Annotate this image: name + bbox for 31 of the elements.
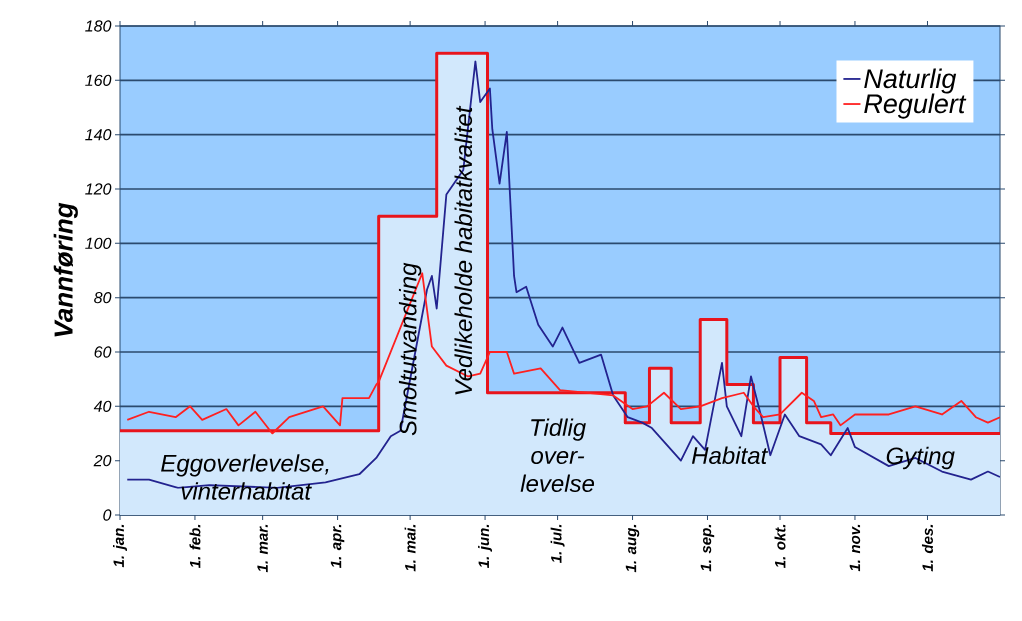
x-tick-label: 1. nov. xyxy=(849,524,861,572)
x-tick-label: 1. sep. xyxy=(700,524,715,572)
y-tick-label: 160 xyxy=(85,74,112,86)
annotation: Tidlig over-levelse xyxy=(520,418,595,493)
x-tick-label: 1. jul. xyxy=(550,524,565,564)
annotation: Vedlikeholde habitatkvalitet xyxy=(454,105,473,395)
y-tick-label: 0 xyxy=(103,509,112,521)
x-tick-label: 1. des. xyxy=(921,524,933,572)
annotation: Gyting xyxy=(886,446,955,470)
x-tick-label: 1. mar. xyxy=(257,524,268,573)
y-tick-label: 80 xyxy=(94,292,112,304)
y-tick-label: 60 xyxy=(94,346,112,358)
y-tick-label: 120 xyxy=(85,183,112,195)
x-tick-label: 1. jan. xyxy=(113,524,127,568)
legend-label: Regulert xyxy=(864,93,967,119)
y-tick-label: 180 xyxy=(85,20,112,32)
x-tick-label: 1. mai. xyxy=(404,524,416,572)
annotation: Smoltutvandring xyxy=(398,262,422,436)
annotation: Habitat xyxy=(691,446,769,465)
annotation: Eggoverlevelse, vinterhabitat xyxy=(161,454,329,500)
y-tick-label: 40 xyxy=(93,400,112,412)
legend-label: Naturlig xyxy=(864,68,957,94)
y-tick-label: 20 xyxy=(93,455,112,467)
y-axis-title: Vannføring xyxy=(53,202,78,337)
x-tick-label: 1. apr. xyxy=(330,524,345,569)
x-tick-label: 1. okt. xyxy=(774,524,786,569)
y-tick-label: 100 xyxy=(85,237,112,249)
x-tick-label: 1. jun. xyxy=(478,524,493,569)
x-tick-label: 1. feb. xyxy=(189,524,201,569)
y-tick-label: 140 xyxy=(85,129,112,141)
x-tick-label: 1. aug. xyxy=(625,524,640,573)
